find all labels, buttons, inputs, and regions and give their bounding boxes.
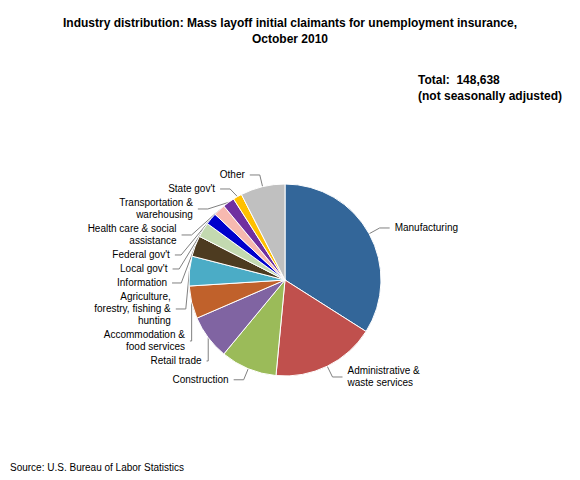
svg-text:Total: 148,638: Total: 148,638	[418, 73, 500, 87]
svg-text:Retail trade: Retail trade	[150, 355, 202, 366]
svg-text:Industry distribution: Mass la: Industry distribution: Mass layoff initi…	[63, 16, 517, 30]
svg-text:Transportation &: Transportation &	[119, 197, 193, 208]
svg-text:(not seasonally adjusted): (not seasonally adjusted)	[418, 89, 562, 103]
svg-text:Local gov't: Local gov't	[120, 263, 168, 274]
svg-text:Manufacturing: Manufacturing	[395, 222, 458, 233]
svg-text:waste services: waste services	[347, 377, 414, 388]
svg-text:assistance: assistance	[129, 235, 177, 246]
svg-text:Administrative &: Administrative &	[348, 365, 421, 376]
svg-text:Health care & social: Health care & social	[88, 223, 177, 234]
svg-text:Source: U.S. Bureau of Labor S: Source: U.S. Bureau of Labor Statistics	[10, 462, 184, 473]
svg-text:Construction: Construction	[173, 374, 229, 385]
svg-text:State gov't: State gov't	[168, 183, 215, 194]
svg-text:food services: food services	[126, 341, 185, 352]
svg-text:Information: Information	[117, 277, 167, 288]
svg-text:Accommodation &: Accommodation &	[104, 329, 185, 340]
svg-text:Other: Other	[220, 169, 246, 180]
svg-text:Agriculture,: Agriculture,	[120, 291, 171, 302]
svg-text:forestry, fishing &: forestry, fishing &	[94, 303, 171, 314]
svg-text:October 2010: October 2010	[252, 32, 328, 46]
svg-text:Federal gov't: Federal gov't	[112, 249, 170, 260]
svg-text:warehousing: warehousing	[135, 209, 193, 220]
svg-text:hunting: hunting	[138, 315, 171, 326]
